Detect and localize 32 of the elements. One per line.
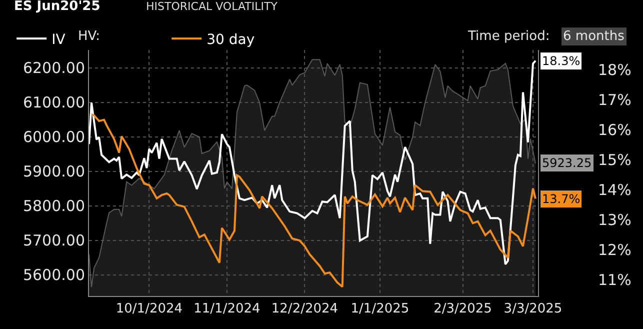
legend-label: IV: [52, 32, 66, 48]
y2-tick-label: 18%: [598, 61, 632, 80]
y-tick-label: 5600.00: [22, 266, 85, 284]
y-tick-label: 6200.00: [22, 59, 85, 78]
data-label: 13.7%: [542, 192, 580, 206]
y-tick-label: 5800.00: [22, 197, 85, 216]
y2-tick-label: 12%: [598, 240, 632, 259]
x-tick-label: 1/1/2025: [350, 302, 410, 317]
y-tick-label: 5700.00: [22, 232, 85, 250]
y2-tick-label: 13%: [598, 210, 632, 229]
text: Time period:: [467, 29, 550, 44]
chart-title: ES Jun20'25: [14, 0, 100, 14]
y-tick-label: 6100.00: [22, 94, 85, 112]
x-tick-label: 2/3/2025: [434, 302, 492, 317]
legend-label: 30 day: [206, 32, 255, 48]
x-tick-label: 11/1/2024: [194, 302, 260, 317]
y2-tick-label: 17%: [598, 90, 632, 109]
x-tick-label: 12/2/2024: [271, 302, 338, 317]
line-series: [90, 113, 536, 288]
text: HV:: [78, 29, 100, 44]
y-tick-label: 5900.00: [22, 162, 85, 181]
y2-tick-label: 15%: [598, 150, 632, 169]
chart-subtitle: HISTORICAL VOLATILITY: [146, 0, 278, 13]
y2-tick-label: 16%: [598, 120, 632, 139]
data-label: 5923.25: [542, 156, 592, 170]
x-tick-label: 10/1/2024: [116, 302, 183, 317]
text: 6 months: [563, 29, 625, 44]
y2-tick-label: 11%: [598, 270, 632, 289]
y-tick-label: 6000.00: [22, 128, 85, 146]
x-tick-label: 3/3/2025: [504, 302, 562, 317]
data-label: 18.3%: [542, 54, 580, 68]
y2-tick-label: 14%: [598, 180, 632, 199]
